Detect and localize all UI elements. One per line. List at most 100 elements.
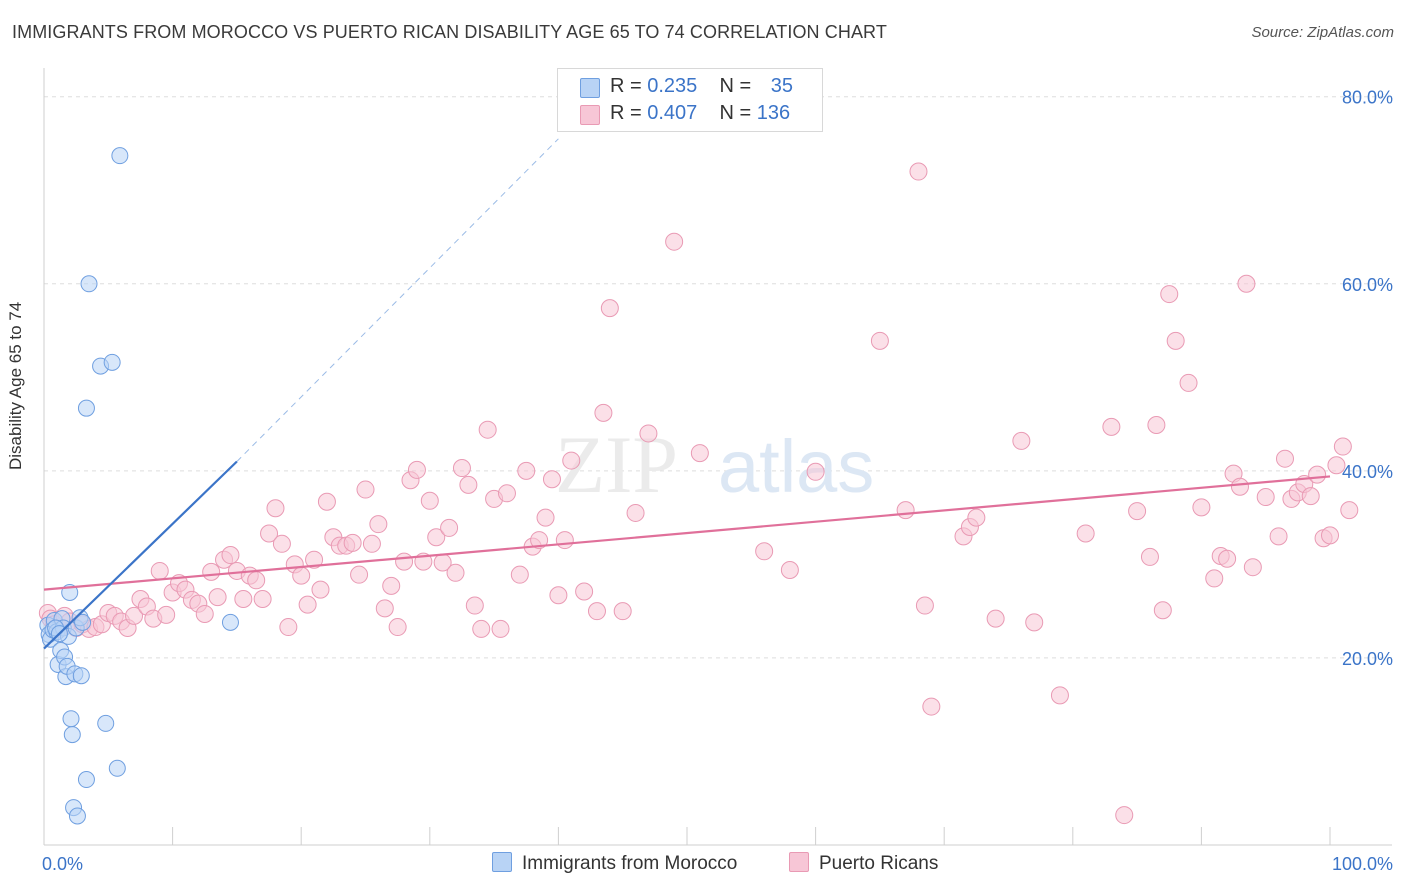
pink-point-67 [459,475,478,494]
pink-point-126 [1269,527,1288,546]
pink-point-28 [208,588,227,607]
pink-point-42 [298,595,317,614]
pink-point-56 [388,618,407,637]
pink-point-36 [260,524,279,543]
bottom-legend-blue: Immigrants from Morocco [492,852,737,875]
pink-point-135 [1327,456,1346,475]
pink-point-84 [587,602,606,621]
blue-point-25 [80,275,98,293]
pink-point-55 [382,576,401,595]
blue-trend-extension [236,138,559,462]
pink-point-70 [478,420,497,439]
pink-point-111 [1140,547,1159,566]
pink-point-94 [806,462,825,481]
pink-point-113 [1153,601,1172,620]
pink-point-27 [202,562,221,581]
pink-point-107 [1076,524,1095,543]
watermark: ZIP atlas [555,419,874,510]
pink-point-77 [530,531,549,550]
pink-point-34 [247,571,266,590]
pink-point-30 [221,546,240,565]
pink-point-41 [292,566,311,585]
legend-blue-n-value: 35 [770,75,794,97]
pink-point-45 [317,492,336,511]
pink-point-61 [420,491,439,510]
pink-point-90 [665,232,684,251]
pink-point-82 [562,451,581,470]
pink-point-86 [600,299,619,318]
pink-point-98 [915,596,934,615]
pink-point-62 [427,528,446,547]
pink-point-125 [1256,488,1275,507]
y-tick-label-20: 20.0% [1342,649,1393,669]
pink-point-79 [542,470,561,489]
blue-point-24 [77,771,95,789]
pink-point-132 [1308,465,1327,484]
y-tick-label-60: 60.0% [1342,275,1393,295]
legend-blue-r-value: 0.235 [647,75,698,97]
pink-point-49 [343,533,362,552]
pink-point-69 [472,619,491,638]
grid [44,96,1392,659]
pink-point-68 [465,596,484,615]
pink-point-116 [1179,373,1198,392]
legend-pink-r-value: 0.407 [647,102,698,124]
chart-title: IMMIGRANTS FROM MOROCCO VS PUERTO RICAN … [12,22,887,42]
pink-point-115 [1166,331,1185,350]
legend-blue-n-label: N = [719,75,752,97]
blue-point-32 [221,613,239,631]
pink-point-52 [362,534,381,553]
pink-point-72 [491,619,510,638]
y-axis-label: Disability Age 65 to 74 [6,301,25,470]
pink-point-110 [1128,502,1147,521]
pink-point-131 [1301,487,1320,506]
watermark-atlas: atlas [718,425,874,508]
pink-point-20 [157,605,176,624]
pink-point-78 [536,508,555,527]
pink-point-105 [1025,613,1044,632]
blue-trend-line [43,460,238,650]
pink-point-32 [234,589,253,608]
blue-point-23 [74,613,92,631]
pink-point-106 [1050,686,1069,705]
pink-point-66 [452,459,471,478]
legend-blue-r-label: R = [610,75,642,97]
x-tick-label-0: 0.0% [42,854,83,874]
x-tick-label-100: 100.0% [1332,854,1393,874]
pink-point-114 [1160,285,1179,304]
blue-point-20 [68,807,86,825]
pink-point-57 [395,552,414,571]
pink-point-87 [613,602,632,621]
pink-point-19 [150,561,169,580]
pink-point-88 [626,503,645,522]
pink-point-124 [1243,558,1262,577]
pink-point-73 [497,484,516,503]
pink-point-120 [1218,549,1237,568]
pink-point-134 [1321,526,1339,545]
pink-point-91 [690,444,709,463]
pink-trend-line [43,475,1331,591]
pink-point-89 [639,424,658,443]
trend-lines [43,138,1331,650]
pink-point-81 [555,531,574,550]
pink-point-127 [1275,449,1294,468]
bottom-legend-swatch-blue [492,852,512,872]
pink-point-112 [1147,416,1166,435]
tick-labels: 20.0% 40.0% 60.0% 80.0% 0.0% 100.0% [42,88,1393,874]
pink-point-37 [266,499,285,518]
pink-point-103 [986,609,1005,628]
pink-point-95 [870,331,889,350]
legend-swatch-pink [580,105,600,125]
pink-point-108 [1102,417,1121,436]
pink-point-75 [517,461,536,480]
pink-point-65 [446,563,465,582]
pink-point-54 [375,599,394,618]
pink-point-50 [350,565,369,584]
bottom-legend-label-blue: Immigrants from Morocco [522,853,738,874]
pink-point-39 [279,618,298,637]
axes [43,68,1392,846]
blue-point-15 [62,710,80,728]
pink-point-137 [1340,501,1359,520]
pink-point-102 [967,508,986,527]
pink-point-96 [896,501,915,520]
